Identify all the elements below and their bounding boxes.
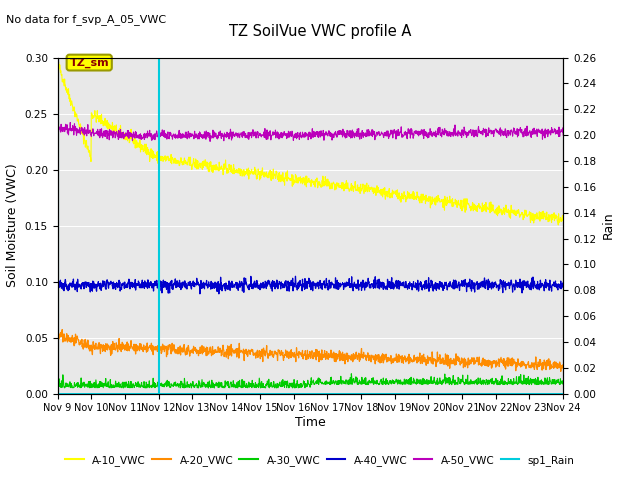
Legend: A-10_VWC, A-20_VWC, A-30_VWC, A-40_VWC, A-50_VWC, sp1_Rain: A-10_VWC, A-20_VWC, A-30_VWC, A-40_VWC, … <box>61 451 579 470</box>
Text: No data for f_svp_A_05_VWC: No data for f_svp_A_05_VWC <box>6 14 166 25</box>
Y-axis label: Soil Moisture (VWC): Soil Moisture (VWC) <box>6 164 19 288</box>
X-axis label: Time: Time <box>295 416 326 429</box>
Y-axis label: Rain: Rain <box>602 212 614 240</box>
Text: TZ_sm: TZ_sm <box>69 58 109 68</box>
Text: TZ SoilVue VWC profile A: TZ SoilVue VWC profile A <box>229 24 411 39</box>
